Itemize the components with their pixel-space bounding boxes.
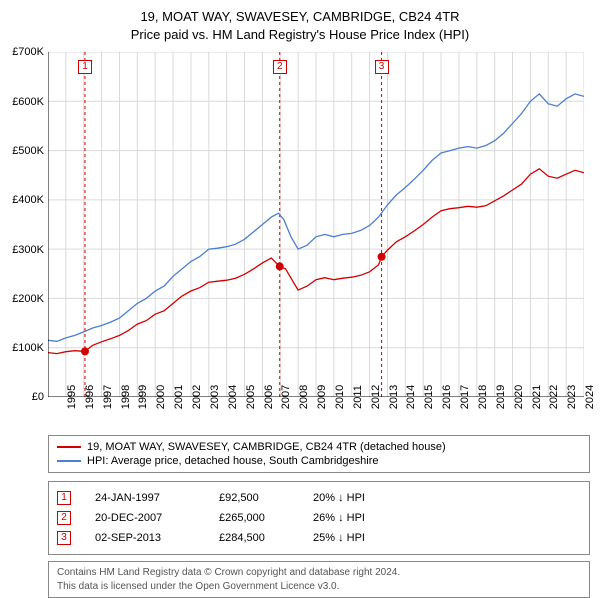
transaction-marker-1: 1 (57, 491, 71, 505)
transaction-date: 24-JAN-1997 (95, 492, 195, 504)
footer-box: Contains HM Land Registry data © Crown c… (48, 561, 590, 598)
chart-container: 19, MOAT WAY, SWAVESEY, CAMBRIDGE, CB24 … (0, 0, 600, 590)
y-tick-label: £400K (12, 194, 48, 206)
legend-row-property: 19, MOAT WAY, SWAVESEY, CAMBRIDGE, CB24 … (57, 440, 581, 454)
transaction-marker-2: 2 (57, 511, 71, 525)
y-tick-label: £100K (12, 342, 48, 354)
x-tick-label: 2025 (584, 385, 600, 409)
title-line-1: 19, MOAT WAY, SWAVESEY, CAMBRIDGE, CB24 … (0, 8, 600, 26)
chart-area: £0£100K£200K£300K£400K£500K£600K£700K199… (48, 52, 590, 397)
footer-line-2: This data is licensed under the Open Gov… (57, 580, 581, 594)
title-line-2: Price paid vs. HM Land Registry's House … (0, 26, 600, 44)
transaction-price: £284,500 (219, 532, 289, 544)
transaction-delta: 20% ↓ HPI (313, 492, 393, 504)
chart-marker-box: 2 (273, 60, 287, 74)
transaction-row: 1 24-JAN-1997 £92,500 20% ↓ HPI (57, 488, 581, 508)
legend-box: 19, MOAT WAY, SWAVESEY, CAMBRIDGE, CB24 … (48, 435, 590, 473)
transaction-row: 2 20-DEC-2007 £265,000 26% ↓ HPI (57, 508, 581, 528)
y-tick-label: £500K (12, 145, 48, 157)
legend-label-property: 19, MOAT WAY, SWAVESEY, CAMBRIDGE, CB24 … (87, 441, 446, 453)
y-tick-label: £600K (12, 96, 48, 108)
y-tick-label: £0 (32, 391, 48, 403)
transaction-date: 20-DEC-2007 (95, 512, 195, 524)
y-tick-label: £200K (12, 293, 48, 305)
transaction-price: £265,000 (219, 512, 289, 524)
footer-line-1: Contains HM Land Registry data © Crown c… (57, 566, 581, 580)
transaction-delta: 26% ↓ HPI (313, 512, 393, 524)
y-tick-label: £300K (12, 244, 48, 256)
transaction-price: £92,500 (219, 492, 289, 504)
transaction-marker-3: 3 (57, 531, 71, 545)
transaction-delta: 25% ↓ HPI (313, 532, 393, 544)
transaction-row: 3 02-SEP-2013 £284,500 25% ↓ HPI (57, 528, 581, 548)
legend-swatch-hpi (57, 460, 81, 462)
legend-row-hpi: HPI: Average price, detached house, Sout… (57, 454, 581, 468)
legend-swatch-property (57, 446, 81, 448)
transactions-table: 1 24-JAN-1997 £92,500 20% ↓ HPI 2 20-DEC… (48, 481, 590, 555)
chart-marker-box: 3 (375, 60, 389, 74)
legend-label-hpi: HPI: Average price, detached house, Sout… (87, 455, 378, 467)
title-block: 19, MOAT WAY, SWAVESEY, CAMBRIDGE, CB24 … (0, 0, 600, 48)
y-tick-label: £700K (12, 46, 48, 58)
chart-marker-box: 1 (78, 60, 92, 74)
transaction-date: 02-SEP-2013 (95, 532, 195, 544)
chart-svg (48, 52, 584, 397)
